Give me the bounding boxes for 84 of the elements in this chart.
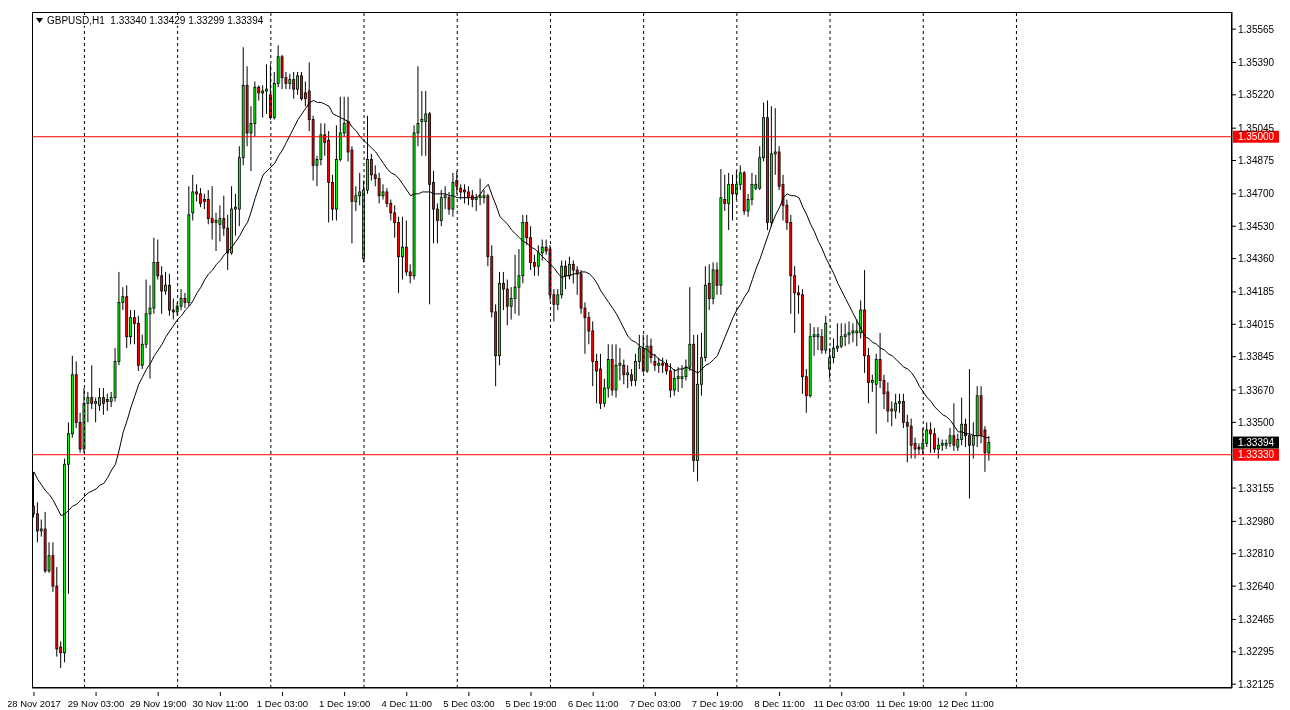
candlestick <box>668 362 672 399</box>
x-tick-label: 4 Dec 11:00 <box>381 698 433 709</box>
candlestick <box>839 322 843 349</box>
y-tick-label: 1.34015 <box>1238 318 1275 330</box>
candlestick <box>102 387 105 416</box>
candlestick <box>851 322 855 343</box>
x-tick-label: 5 Dec 19:00 <box>505 698 557 709</box>
x-tick-label: 8 Dec 11:00 <box>754 698 805 709</box>
candlestick <box>936 437 940 460</box>
candlestick <box>478 178 482 206</box>
candlestick <box>960 397 964 446</box>
candlestick <box>505 279 509 326</box>
x-tick-label: 28 Nov 2017 <box>7 698 61 709</box>
x-tick-label: 11 Dec 03:00 <box>813 698 870 709</box>
candlestick <box>536 244 540 277</box>
x-tick-label: 6 Dec 11:00 <box>567 698 619 709</box>
x-tick-label: 7 Dec 03:00 <box>629 698 681 709</box>
candlestick <box>727 172 731 231</box>
y-tick-label: 1.34530 <box>1238 220 1275 232</box>
chart-title: GBPUSD,H1 1.33340 1.33429 1.33299 1.33394 <box>47 15 264 26</box>
y-tick-label: 1.34875 <box>1238 155 1275 167</box>
y-tick-label: 1.35390 <box>1238 57 1275 69</box>
x-tick-label: 30 Nov 11:00 <box>192 698 249 709</box>
ref-line-label: 1.33330 <box>1237 449 1275 461</box>
candlestick <box>676 366 680 393</box>
candlestick <box>90 364 94 410</box>
y-tick-label: 1.33670 <box>1238 384 1275 396</box>
x-tick-label: 1 Dec 03:00 <box>256 698 309 709</box>
candlestick <box>191 174 195 222</box>
y-tick-label: 1.33155 <box>1238 482 1275 494</box>
candlestick <box>626 364 630 389</box>
candlestick <box>902 393 905 429</box>
candlestick <box>292 71 296 100</box>
candlestick <box>964 418 967 448</box>
candlestick <box>199 187 202 208</box>
y-tick-label: 1.32465 <box>1238 614 1275 625</box>
candlestick <box>571 260 575 284</box>
y-tick-label: 1.33500 <box>1238 416 1275 428</box>
candlestick <box>731 174 734 222</box>
x-tick-label: 11 Dec 19:00 <box>875 698 932 709</box>
y-tick-label: 1.33845 <box>1238 351 1275 363</box>
x-tick-label: 29 Nov 03:00 <box>67 698 125 709</box>
candlestick <box>467 185 470 206</box>
text: 1.33394 <box>1237 437 1275 449</box>
y-tick-label: 1.34700 <box>1238 188 1275 200</box>
candlestick <box>894 393 898 420</box>
candlestick <box>672 368 676 397</box>
candlestick <box>843 322 847 347</box>
y-tick-label: 1.32125 <box>1238 678 1275 690</box>
candlestick <box>439 189 443 227</box>
y-tick-label: 1.32295 <box>1238 646 1275 658</box>
candlestick <box>261 84 265 119</box>
candlestick <box>463 183 466 204</box>
y-tick-label: 1.32980 <box>1238 515 1275 527</box>
x-tick-label: 12 Dec 11:00 <box>938 698 994 709</box>
y-tick-label: 1.35045 <box>1238 122 1275 134</box>
candlestick <box>160 265 164 315</box>
x-tick-label: 29 Nov 19:00 <box>129 698 187 709</box>
candlestick <box>401 216 404 281</box>
candlestick <box>265 63 268 115</box>
candlestick <box>948 427 952 448</box>
y-tick-label: 1.32810 <box>1238 548 1275 560</box>
x-tick-label: 7 Dec 19:00 <box>691 698 744 709</box>
y-tick-label: 1.34360 <box>1238 253 1275 265</box>
candlestick <box>952 402 956 452</box>
candlestick <box>98 387 101 412</box>
candlestick <box>816 326 820 351</box>
candlestick <box>94 397 98 423</box>
y-tick-label: 1.34185 <box>1238 286 1275 298</box>
candlestick <box>296 71 299 96</box>
y-tick-label: 1.35565 <box>1238 23 1275 35</box>
x-tick-label: 1 Dec 19:00 <box>319 698 371 709</box>
candlestick <box>280 54 284 90</box>
candlestick <box>971 421 975 460</box>
candlestick <box>300 71 303 102</box>
candlestick <box>214 212 218 252</box>
y-tick-label: 1.35220 <box>1238 89 1275 101</box>
candlestick <box>568 256 571 281</box>
y-tick-label: 1.32640 <box>1238 580 1275 592</box>
x-tick-label: 5 Dec 03:00 <box>443 698 495 709</box>
candlestick <box>35 501 39 543</box>
candlestick <box>847 320 851 345</box>
ref-line-label: 1.35000 <box>1237 131 1275 143</box>
candlestick <box>680 364 684 389</box>
